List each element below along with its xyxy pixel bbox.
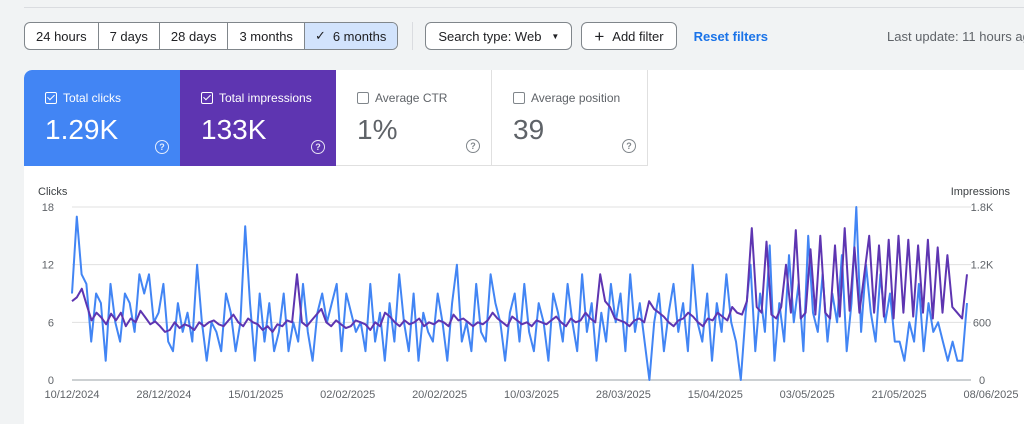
metric-header: Average CTR	[357, 91, 447, 105]
range-6-months-label: 6 months	[332, 28, 387, 44]
date-range-selector: 24 hours 7 days 28 days 3 months ✓ 6 mon…	[24, 22, 399, 50]
metric-value: 39	[513, 114, 545, 145]
reset-filters-link[interactable]: Reset filters	[693, 28, 769, 44]
metric-header: Total impressions	[201, 91, 312, 105]
metric-card-average-ctr[interactable]: Average CTR 1% ?	[336, 70, 492, 166]
search-type-label: Search type: Web	[438, 28, 542, 44]
metric-header: Total clicks	[45, 91, 121, 105]
help-icon[interactable]: ?	[466, 139, 480, 153]
x-tick-label: 15/04/2025	[688, 389, 743, 401]
checkbox-unchecked-icon[interactable]	[513, 92, 525, 104]
last-update-text: Last update: 11 hours ago	[887, 29, 1024, 44]
chart-svg: Clicks Impressions 18 12 6 0 1.8K 1.2K 600 0 10/12…	[38, 186, 1019, 401]
metric-label: Total impressions	[219, 91, 312, 105]
checkbox-checked-icon[interactable]	[201, 92, 213, 104]
left-tick-label: 0	[48, 375, 54, 387]
x-tick-label: 10/03/2025	[504, 389, 559, 401]
range-24-hours[interactable]: 24 hours	[25, 23, 99, 49]
checkbox-unchecked-icon[interactable]	[357, 92, 369, 104]
range-7-days[interactable]: 7 days	[99, 23, 160, 49]
x-tick-label: 21/05/2025	[872, 389, 927, 401]
impressions-series-line	[71, 227, 968, 333]
check-icon: ✓	[314, 28, 326, 43]
right-tick-label: 0	[979, 375, 985, 387]
x-tick-label: 28/03/2025	[596, 389, 651, 401]
range-3-months[interactable]: 3 months	[228, 23, 305, 49]
metric-label: Total clicks	[63, 91, 122, 105]
toolbar-divider	[412, 22, 414, 50]
range-6-months[interactable]: ✓ 6 months	[304, 23, 398, 49]
x-tick-label: 02/02/2025	[320, 389, 375, 401]
x-tick-label: 03/05/2025	[780, 389, 835, 401]
metric-value: 1.29K	[45, 114, 119, 145]
filter-toolbar: 24 hours 7 days 28 days 3 months ✓ 6 mon…	[24, 22, 768, 50]
right-tick-label: 600	[973, 317, 991, 329]
left-tick-label: 12	[42, 260, 54, 272]
metric-value: 133K	[201, 114, 267, 145]
x-tick-label: 08/06/2025	[963, 389, 1018, 401]
metric-value: 1%	[357, 114, 398, 145]
metric-header: Average position	[513, 91, 620, 105]
help-icon[interactable]: ?	[155, 140, 169, 154]
left-axis-title: Clicks	[38, 186, 68, 198]
range-28-days[interactable]: 28 days	[160, 23, 229, 49]
right-tick-label: 1.8K	[971, 202, 994, 214]
left-tick-label: 18	[42, 202, 54, 214]
right-axis-title: Impressions	[951, 186, 1011, 198]
metric-label: Average CTR	[375, 91, 448, 105]
metric-cards: Total clicks 1.29K ? Total impressions 1…	[24, 70, 648, 166]
metric-card-total-impressions[interactable]: Total impressions 133K ?	[180, 70, 336, 166]
header-divider	[24, 7, 1024, 8]
help-icon[interactable]: ?	[622, 139, 636, 153]
add-filter-button[interactable]: + Add filter	[581, 22, 677, 50]
search-type-dropdown[interactable]: Search type: Web ▼	[425, 22, 573, 50]
x-tick-label: 15/01/2025	[228, 389, 283, 401]
plus-icon: +	[594, 26, 605, 46]
help-icon[interactable]: ?	[311, 140, 325, 154]
performance-chart[interactable]: Clicks Impressions 18 12 6 0 1.8K 1.2K 600 0 10/12…	[24, 166, 1024, 424]
add-filter-label: Add filter	[612, 28, 664, 44]
right-tick-label: 1.2K	[971, 260, 994, 272]
x-tick-label: 20/02/2025	[412, 389, 467, 401]
x-tick-label: 10/12/2024	[44, 389, 99, 401]
left-tick-label: 6	[48, 317, 54, 329]
clicks-series-line	[71, 206, 968, 381]
x-tick-label: 28/12/2024	[136, 389, 191, 401]
metric-label: Average position	[531, 91, 621, 105]
metric-card-total-clicks[interactable]: Total clicks 1.29K ?	[24, 70, 180, 166]
performance-panel: Total clicks 1.29K ? Total impressions 1…	[24, 70, 1024, 424]
caret-down-icon: ▼	[551, 31, 560, 41]
metric-card-average-position[interactable]: Average position 39 ?	[492, 70, 648, 166]
checkbox-checked-icon[interactable]	[45, 92, 57, 104]
